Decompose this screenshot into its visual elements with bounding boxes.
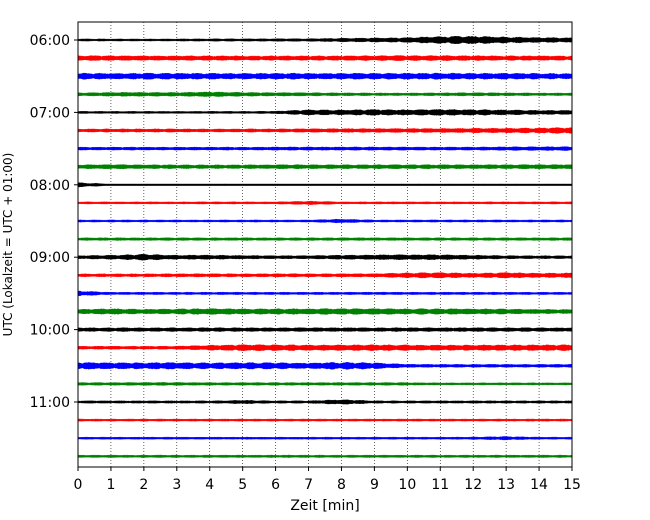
seismic-trace <box>77 55 573 61</box>
y-axis-ticks: 06:00 07:00 08:00 09:00 10:00 11:00 <box>30 33 78 411</box>
x-tick-label: 7 <box>304 477 313 493</box>
x-tick-label: 4 <box>205 477 214 493</box>
x-tick-label: 15 <box>563 477 581 493</box>
seismic-trace <box>77 164 573 170</box>
seismic-trace <box>77 327 573 332</box>
x-tick-label: 5 <box>238 477 247 493</box>
x-tick-label: 10 <box>398 477 416 493</box>
x-tick-label: 0 <box>74 477 83 493</box>
x-tick-label: 8 <box>337 477 346 493</box>
x-tick-label: 12 <box>464 477 482 493</box>
seismic-trace <box>77 35 573 45</box>
seismic-trace <box>77 146 573 151</box>
plot-frame <box>77 21 573 468</box>
seismic-trace <box>77 290 573 297</box>
seismic-trace <box>77 253 573 261</box>
seismic-trace <box>77 91 573 97</box>
seismic-trace <box>77 109 573 116</box>
x-tick-label: 14 <box>530 477 548 493</box>
seismic-trace <box>77 200 573 205</box>
y-tick-label: 10:00 <box>30 323 70 339</box>
y-axis-label: UTC (Lokalzeit = UTC + 01:00) <box>1 153 15 337</box>
x-tick-label: 13 <box>497 477 515 493</box>
x-tick-label: 3 <box>172 477 181 493</box>
seismic-trace <box>77 72 573 80</box>
seismic-trace <box>77 344 573 352</box>
seismic-trace <box>77 399 573 405</box>
seismic-trace <box>77 218 573 224</box>
x-tick-label: 11 <box>431 477 449 493</box>
y-tick-label: 08:00 <box>30 178 70 194</box>
x-tick-label: 2 <box>139 477 148 493</box>
seismic-trace <box>77 308 573 315</box>
seismic-trace <box>77 382 573 386</box>
y-tick-label: 06:00 <box>30 33 70 49</box>
seismic-trace <box>77 361 573 370</box>
trace-group <box>77 35 573 458</box>
seismic-trace <box>77 237 573 241</box>
seismic-trace <box>77 127 573 134</box>
seismic-trace <box>77 272 573 279</box>
seismic-trace <box>77 182 573 188</box>
x-axis-ticks: 0 1 2 3 4 5 6 7 8 9 10 11 12 13 14 15 <box>74 467 581 493</box>
x-axis-label: Zeit [min] <box>290 498 359 514</box>
vertical-grid <box>110 22 540 467</box>
y-tick-label: 09:00 <box>30 250 70 266</box>
x-tick-label: 1 <box>106 477 115 493</box>
seismic-trace <box>77 418 573 422</box>
seismic-trace <box>77 436 573 441</box>
seismic-trace <box>77 454 573 458</box>
y-tick-label: 11:00 <box>30 395 70 411</box>
x-tick-label: 9 <box>370 477 379 493</box>
x-tick-label: 6 <box>271 477 280 493</box>
y-tick-label: 07:00 <box>30 105 70 121</box>
